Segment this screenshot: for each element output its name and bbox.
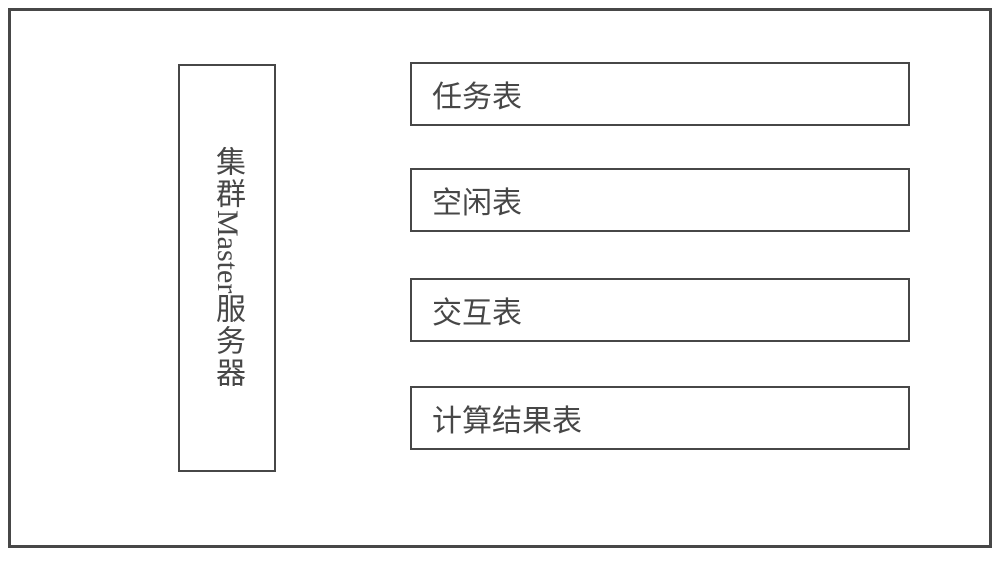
master-server-label: 集群Master服务器: [206, 146, 248, 389]
result-table-box: 计算结果表: [410, 386, 910, 450]
master-label-latin: Master: [211, 210, 244, 293]
interaction-table-label: 交互表: [432, 288, 522, 332]
interaction-table-box: 交互表: [410, 278, 910, 342]
task-table-box: 任务表: [410, 62, 910, 126]
idle-table-box: 空闲表: [410, 168, 910, 232]
master-server-box: 集群Master服务器: [178, 64, 276, 472]
idle-table-label: 空闲表: [432, 178, 522, 222]
master-label-prefix: 集群: [211, 146, 244, 210]
task-table-label: 任务表: [432, 72, 522, 116]
master-label-suffix: 服务器: [211, 294, 244, 390]
result-table-label: 计算结果表: [432, 396, 582, 440]
